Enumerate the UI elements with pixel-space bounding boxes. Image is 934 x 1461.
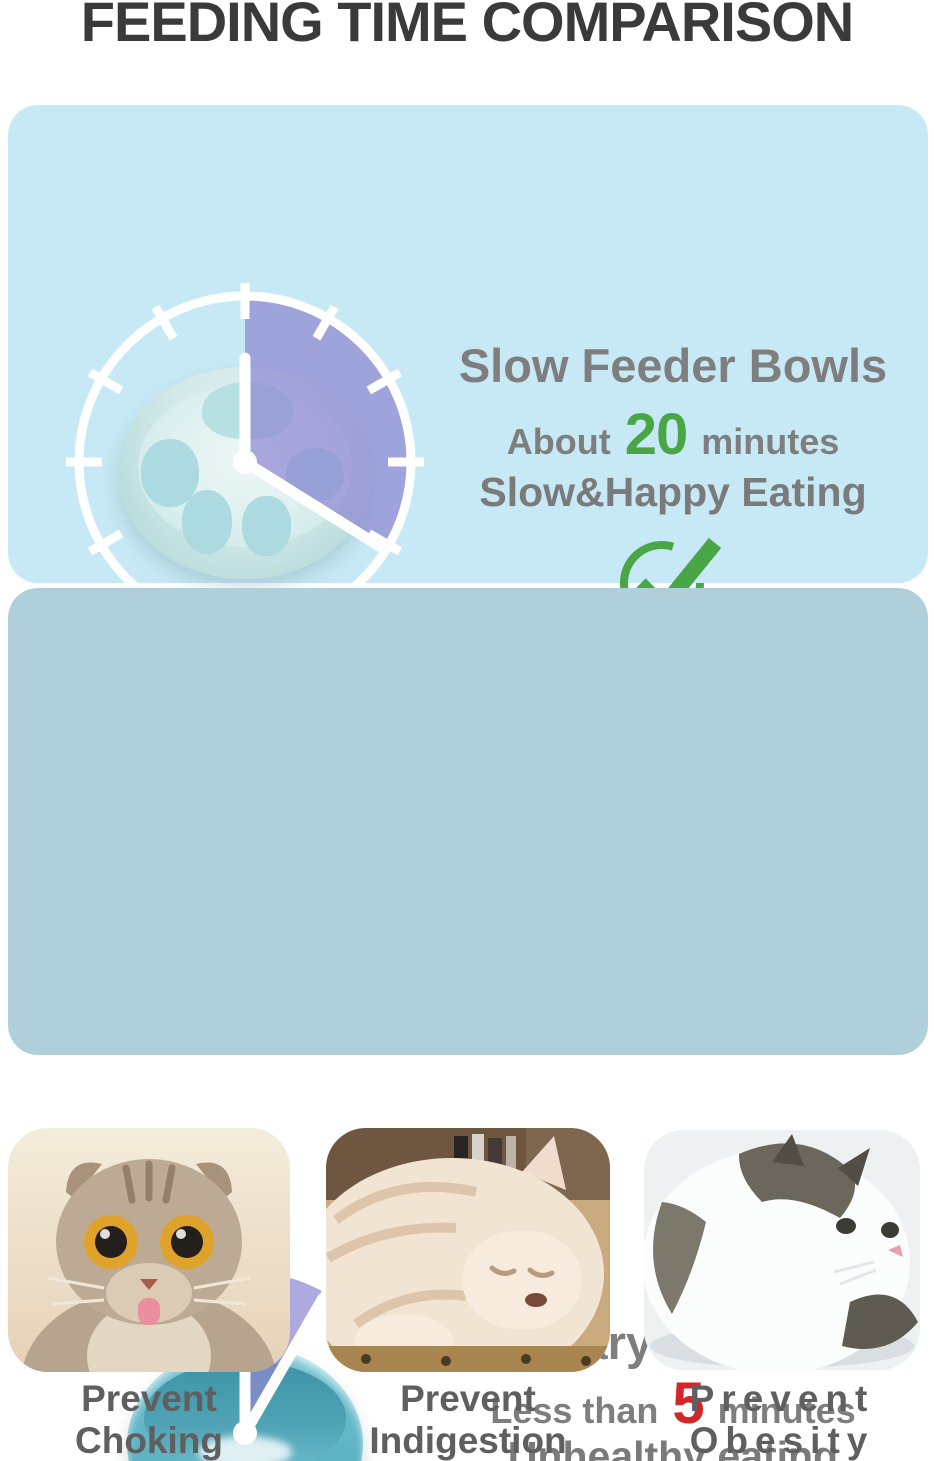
caption-line: Obesity xyxy=(689,1420,875,1461)
bowl-obstacle xyxy=(181,489,233,554)
time-suffix: minutes xyxy=(701,421,840,462)
fat-cat-photo xyxy=(644,1130,920,1370)
benefit-caption-choking: Prevent Choking xyxy=(8,1378,290,1461)
benefit-caption-indigestion: Prevent Indigestion xyxy=(326,1378,610,1461)
ordinary-bowl-time-line: Less than 5 minutes xyxy=(428,1370,918,1437)
time-value: 5 xyxy=(672,1371,704,1436)
cat-illustration xyxy=(326,1128,610,1372)
caption-line: Indigestion xyxy=(369,1420,567,1461)
slow-feeder-heading: Slow Feeder Bowls xyxy=(458,339,888,392)
clock-with-slow-feeder-bowl-icon xyxy=(66,283,424,641)
slow-feeder-time-line: About 20 minutes xyxy=(428,401,918,468)
comparison-panel-ordinary-bowl: Ordinary Pet Bowls Less than 5 minutes U… xyxy=(8,588,928,1461)
benefit-caption-obesity: Prevent Obesity xyxy=(644,1378,920,1461)
slow-feeder-subline: Slow&Happy Eating xyxy=(479,469,867,515)
time-suffix: minutes xyxy=(717,1390,856,1431)
cat-illustration xyxy=(8,1128,290,1372)
time-prefix: Less than xyxy=(490,1390,659,1431)
bowl-obstacle xyxy=(140,439,200,507)
comparison-panel-slow-feeder: Slow Feeder Bowls About 20 minutes Slow&… xyxy=(8,105,928,641)
caption-line: Choking xyxy=(75,1420,223,1461)
page-title: FEEDING TIME COMPARISON xyxy=(80,0,854,53)
cat-tongue-out-photo xyxy=(8,1128,290,1372)
caption-line: Prevent xyxy=(689,1378,875,1419)
cat-sleeping-photo xyxy=(326,1128,610,1372)
caption-line: Prevent xyxy=(81,1378,217,1419)
caption-line: Prevent xyxy=(400,1378,536,1419)
ordinary-bowl-subline: Unhealthy eating xyxy=(507,1433,839,1461)
cat-illustration xyxy=(644,1130,920,1370)
time-value: 20 xyxy=(624,402,689,467)
time-prefix: About xyxy=(506,421,611,462)
bowl-obstacle xyxy=(242,496,291,556)
